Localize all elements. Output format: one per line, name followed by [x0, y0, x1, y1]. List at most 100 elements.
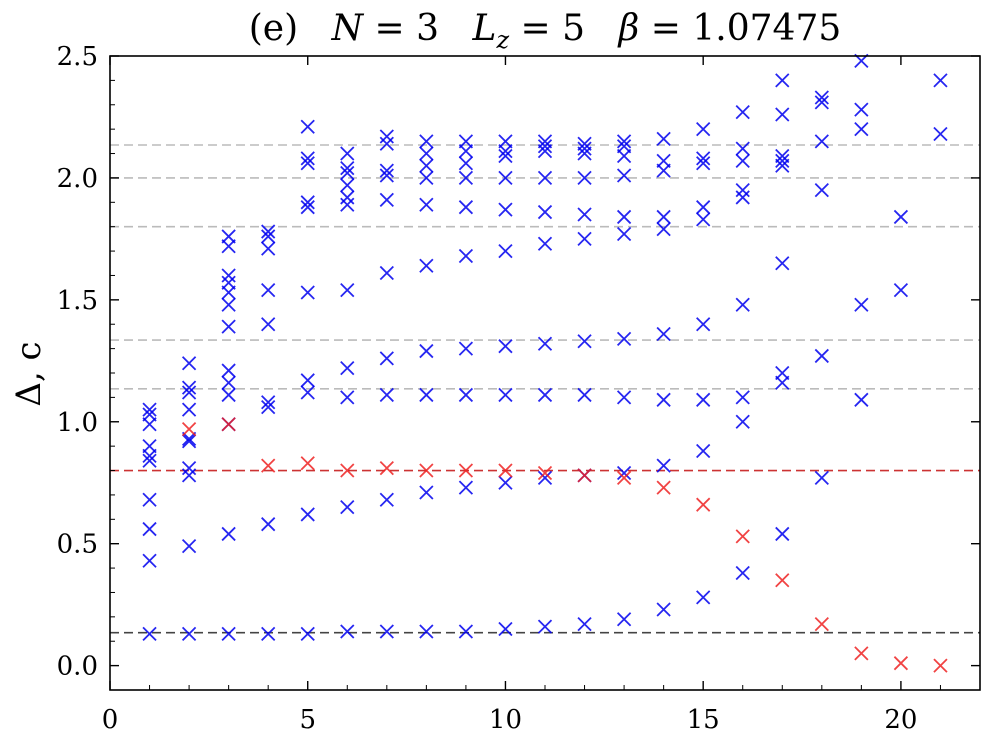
point-blue-88 — [458, 200, 474, 215]
point-blue-43 — [300, 507, 315, 522]
point-blue-73 — [419, 624, 434, 639]
point-blue-52 — [340, 624, 355, 639]
title-n-value: = 3 — [363, 8, 439, 49]
point-blue-169 — [814, 470, 829, 485]
point-blue-30 — [221, 268, 236, 283]
point-blue-109 — [537, 170, 553, 186]
point-blue-77 — [419, 258, 434, 273]
point-blue-178 — [854, 102, 869, 117]
point-blue-175 — [854, 392, 869, 407]
point-blue-16 — [181, 402, 197, 417]
point-blue-51 — [300, 119, 315, 134]
point-blue-99 — [498, 170, 513, 186]
point-blue-141 — [656, 131, 671, 147]
point-blue-72 — [379, 129, 394, 144]
point-blue-171 — [814, 182, 829, 198]
point-blue-96 — [498, 339, 513, 354]
point-blue-18 — [181, 380, 197, 395]
point-red-15 — [775, 573, 790, 588]
point-blue-39 — [261, 241, 276, 256]
point-red-8 — [498, 463, 513, 478]
y-tick-label-5: 2.5 — [57, 42, 98, 72]
point-blue-167 — [775, 107, 790, 122]
point-blue-2 — [142, 521, 157, 537]
point-blue-159 — [735, 104, 750, 120]
point-blue-4 — [142, 453, 157, 468]
point-blue-89 — [458, 170, 474, 186]
point-blue-134 — [656, 458, 671, 473]
point-blue-105 — [537, 387, 553, 403]
point-blue-33 — [261, 626, 276, 642]
point-blue-147 — [696, 200, 711, 215]
data-points — [142, 53, 948, 673]
point-blue-183 — [933, 73, 948, 88]
point-blue-81 — [419, 146, 434, 161]
point-blue-38 — [261, 282, 276, 298]
point-blue-146 — [696, 212, 711, 227]
point-blue-181 — [893, 209, 909, 225]
point-blue-9 — [142, 402, 157, 417]
point-blue-118 — [577, 207, 592, 222]
y-tick-label-3: 1.5 — [57, 286, 98, 316]
point-blue-40 — [261, 229, 276, 244]
point-blue-163 — [775, 256, 790, 271]
point-blue-142 — [696, 590, 711, 605]
point-blue-37 — [261, 317, 276, 332]
point-blue-82 — [419, 134, 434, 149]
point-blue-92 — [458, 134, 474, 149]
title-label: (e) — [249, 8, 298, 49]
point-blue-85 — [458, 387, 474, 403]
point-blue-132 — [616, 134, 632, 149]
point-blue-172 — [814, 134, 829, 149]
point-blue-108 — [537, 204, 553, 220]
point-blue-103 — [537, 619, 553, 634]
point-blue-20 — [221, 626, 236, 642]
point-blue-11 — [181, 538, 197, 554]
point-blue-19 — [181, 356, 197, 371]
point-blue-86 — [458, 341, 474, 356]
point-blue-67 — [379, 265, 394, 281]
point-blue-23 — [221, 387, 236, 403]
point-blue-136 — [656, 326, 671, 342]
point-blue-166 — [775, 148, 790, 164]
point-blue-102 — [498, 134, 513, 149]
point-blue-149 — [696, 151, 711, 166]
y-tick-label-2: 1.0 — [57, 408, 98, 438]
point-blue-128 — [616, 209, 632, 225]
point-blue-64 — [379, 492, 394, 507]
point-blue-25 — [221, 363, 236, 378]
point-blue-13 — [181, 460, 197, 476]
y-axis-label: Δ, c — [9, 341, 49, 406]
point-blue-76 — [419, 343, 434, 359]
point-blue-12 — [181, 468, 197, 483]
point-blue-154 — [735, 297, 750, 312]
x-tick-label-3: 15 — [687, 705, 720, 735]
point-blue-157 — [735, 153, 750, 168]
x-tick-label-4: 20 — [884, 705, 917, 735]
point-blue-48 — [300, 195, 315, 210]
point-blue-140 — [656, 153, 671, 168]
x-tick-label-0: 0 — [102, 705, 119, 735]
point-red-5 — [379, 460, 394, 476]
point-blue-138 — [656, 209, 671, 225]
point-blue-97 — [498, 243, 513, 259]
title-l-subscript: z — [495, 26, 509, 54]
point-blue-1 — [142, 553, 157, 568]
point-blue-8 — [142, 407, 157, 422]
point-blue-133 — [656, 602, 671, 617]
point-blue-127 — [616, 226, 632, 242]
point-blue-144 — [696, 392, 711, 407]
point-red-2 — [261, 458, 276, 473]
point-blue-158 — [735, 141, 750, 156]
point-red-16 — [814, 617, 829, 632]
reference-lines — [110, 144, 980, 634]
point-blue-50 — [300, 151, 315, 166]
point-blue-63 — [379, 624, 394, 639]
point-blue-46 — [300, 285, 315, 300]
point-blue-70 — [379, 163, 394, 178]
point-blue-84 — [458, 480, 474, 495]
point-blue-124 — [616, 465, 632, 481]
point-red-13 — [696, 497, 711, 512]
point-blue-69 — [379, 168, 394, 183]
point-red-18 — [893, 656, 909, 671]
